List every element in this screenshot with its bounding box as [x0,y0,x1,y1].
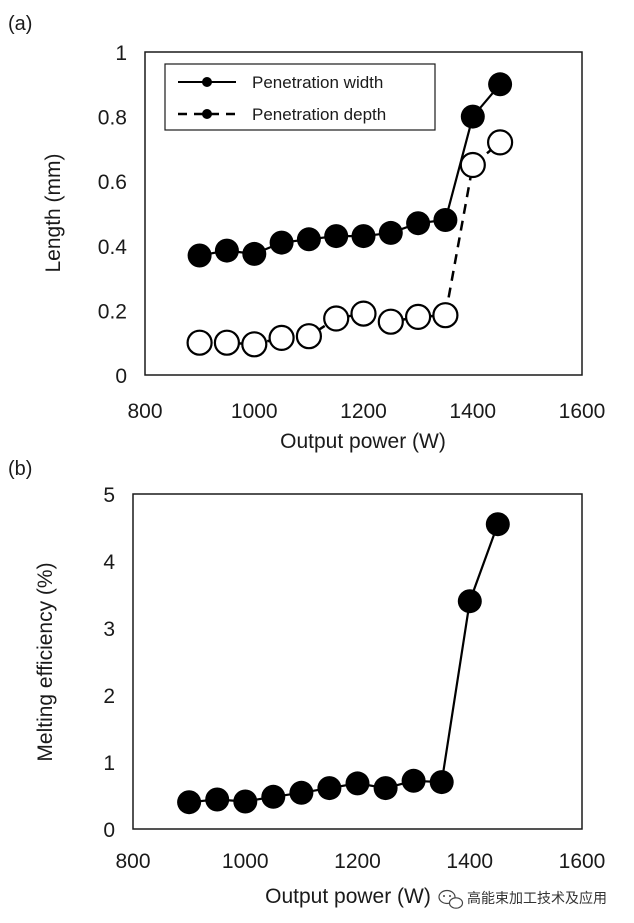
y-tick-label: 0.8 [98,107,127,130]
y-tick-label: 0.2 [98,300,127,323]
legend-label-width: Penetration width [252,73,383,92]
series-line [199,141,501,346]
y-tick-labels-b: 0 1 2 3 4 5 [103,484,115,842]
x-tick-label: 800 [115,850,150,873]
x-tick-label: 1200 [334,850,381,873]
data-point [460,104,485,129]
x-tick-label: 1000 [222,850,269,873]
data-point [485,512,510,537]
legend-a: Penetration width Penetration depth [164,63,436,131]
plot-frame-b [132,493,583,830]
data-point [488,72,513,97]
watermark: 高能束加工技术及应用 [438,889,607,909]
data-point [378,220,403,245]
y-tick-label: 4 [103,551,115,574]
y-tick-label: 3 [103,618,115,641]
data-point [205,787,230,812]
chart-panel-a: (a) 800 1000 1200 1400 1600 0 0.2 0.4 0.6 0.8 1 O… [8,13,605,453]
data-point [317,776,342,801]
x-tick-label: 1000 [231,400,278,423]
x-tick-label: 1400 [446,850,493,873]
data-point [268,324,295,351]
data-point [242,241,267,266]
data-point [429,770,454,795]
y-tick-label: 0.4 [98,236,128,259]
data-point [177,790,202,815]
data-point [401,768,426,793]
legend-box [164,63,436,131]
data-point [269,230,294,255]
data-point [487,129,514,156]
data-point [187,243,212,268]
x-tick-label: 800 [127,400,162,423]
data-point [324,224,349,249]
data-point [241,331,268,358]
y-tick-label: 1 [103,752,115,775]
series-group-a [186,72,514,358]
data-point [432,302,459,329]
data-point [377,308,404,335]
panel-label-a: (a) [8,13,32,35]
x-tick-labels-a: 800 1000 1200 1400 1600 [127,400,605,423]
data-point [186,329,213,356]
plot-frame-a [144,51,583,376]
y-axis-title-b: Melting efficiency (%) [34,562,57,761]
y-tick-label: 0 [115,365,127,388]
data-point [350,300,377,327]
x-tick-label: 1200 [340,400,387,423]
y-tick-label: 1 [115,42,127,65]
data-point [405,303,432,330]
data-point [295,323,322,350]
panel-label-b: (b) [8,458,32,480]
legend-label-depth: Penetration depth [252,105,386,124]
y-tick-labels-a: 0 0.2 0.4 0.6 0.8 1 [98,42,128,388]
data-point [261,784,286,809]
x-tick-labels-b: 800 1000 1200 1400 1600 [115,850,605,873]
data-point [296,227,321,252]
y-tick-label: 5 [103,484,115,507]
x-axis-title-a: Output power (W) [280,430,446,453]
data-point [351,224,376,249]
y-tick-label: 0.6 [98,171,127,194]
x-tick-label: 1600 [559,400,606,423]
watermark-text: 高能束加工技术及应用 [467,890,607,907]
series-group-b [177,512,510,815]
x-axis-title-b: Output power (W) [265,885,431,908]
legend-marker-width [202,77,212,87]
wechat-icon [438,889,464,909]
y-axis-title-a: Length (mm) [42,153,65,272]
data-point [459,151,486,179]
data-point [406,211,431,236]
data-point [457,589,482,614]
data-point [373,776,398,801]
data-point [289,780,314,805]
data-point [214,238,239,263]
y-tick-label: 2 [103,685,115,708]
series-line [188,523,499,804]
x-tick-label: 1600 [559,850,606,873]
data-point [433,208,458,232]
y-tick-label: 0 [103,819,115,842]
data-point [233,789,258,814]
data-point [345,771,370,796]
data-point [323,305,350,332]
data-point [213,329,240,356]
x-tick-label: 1400 [449,400,496,423]
chart-panel-b: (b) 800 1000 1200 1400 1600 0 1 2 3 4 5 Output po… [8,458,605,908]
legend-marker-depth [202,109,212,119]
